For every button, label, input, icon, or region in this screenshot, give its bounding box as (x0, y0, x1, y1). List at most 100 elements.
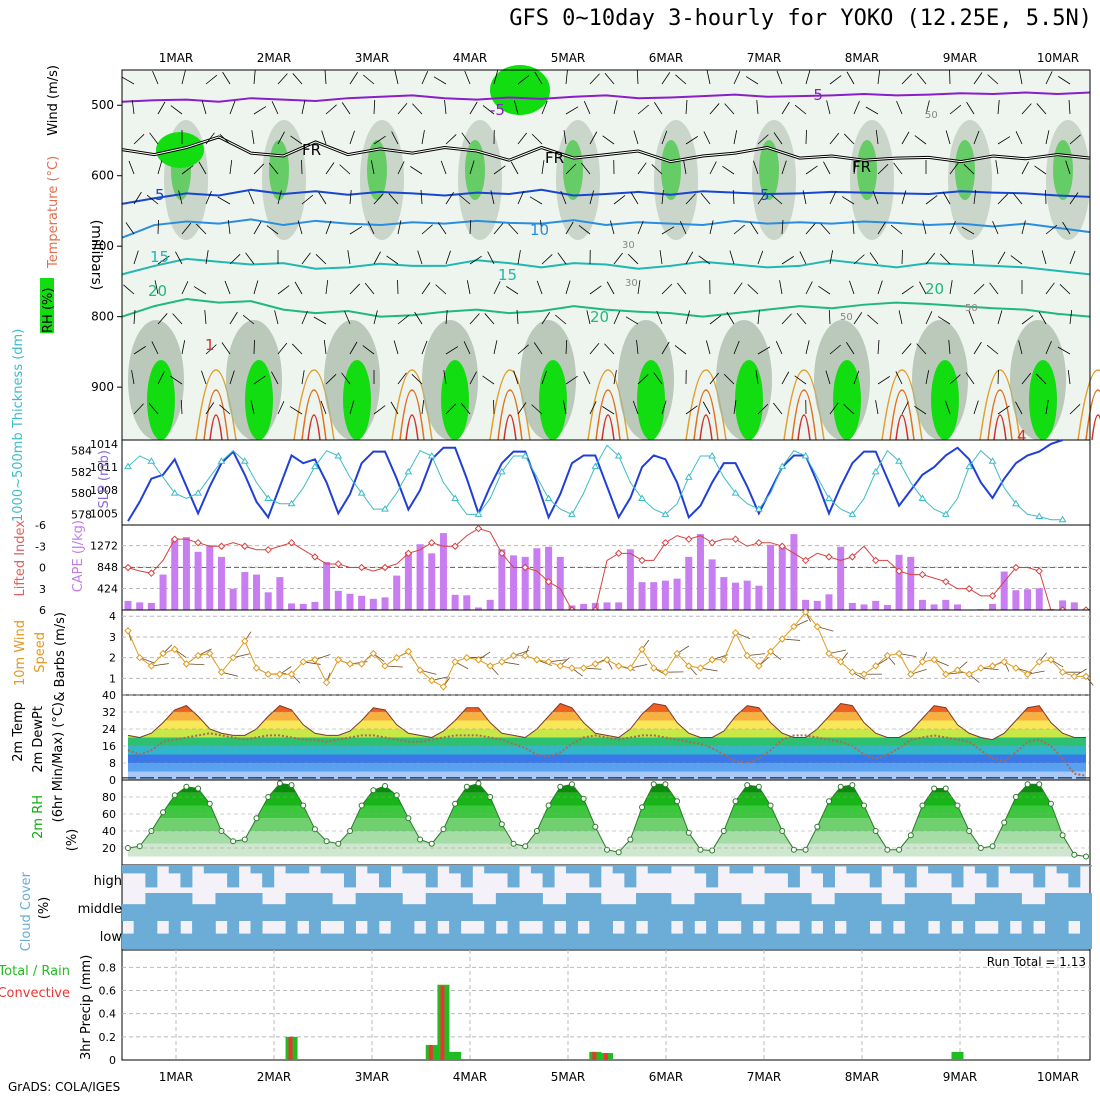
cloud-high (893, 865, 906, 874)
temp-axis-label-3: (6hr Min/Max) (°C) (51, 702, 66, 822)
cape-bar (253, 574, 261, 610)
wind-barb (445, 346, 459, 355)
li-point (965, 585, 973, 593)
wind-barb (674, 345, 687, 355)
rh-point (1047, 800, 1054, 807)
cloud-low (472, 933, 485, 949)
wind-speed-point (1047, 656, 1055, 664)
wind-barb (775, 341, 783, 355)
cape-bar (159, 574, 167, 610)
thickness-point (591, 462, 600, 470)
wind-barb (1045, 400, 1049, 415)
cloud-low (285, 921, 298, 949)
li-point (287, 539, 296, 547)
date-label-bottom: 10MAR (1037, 1070, 1079, 1084)
wind-barb (698, 255, 711, 265)
wind-barb (705, 340, 711, 355)
wind-barb (517, 402, 527, 415)
li-point (685, 535, 693, 543)
wind-speed-point (346, 660, 354, 668)
cloud-low (1009, 933, 1022, 949)
cloud-middle (484, 904, 497, 921)
date-label-bottom: 3MAR (355, 1070, 390, 1084)
wind-barb (987, 74, 999, 85)
cloud-high (834, 865, 847, 867)
thickness-point (194, 489, 202, 496)
wind-barb (973, 72, 983, 85)
precip-conv-bar (428, 1044, 433, 1060)
wind-barb (227, 220, 231, 235)
rh-point (989, 843, 996, 850)
wind-barb (565, 375, 578, 385)
cloud-low (122, 933, 134, 949)
cloud-low (145, 921, 158, 949)
cape-bar (918, 599, 926, 610)
contour-label: FR (545, 149, 564, 167)
cloud-low (565, 921, 578, 949)
thickness-tick-label: 578 (71, 508, 92, 521)
rh-point (405, 815, 412, 822)
cloud-high (507, 865, 520, 888)
wind-barb (781, 371, 790, 385)
cloud-middle (192, 904, 205, 921)
cape-bar (136, 602, 144, 610)
wind-barb (133, 191, 142, 205)
rh-point (522, 843, 529, 850)
rh-axis-unit: (%) (65, 829, 80, 852)
cloud-high (332, 865, 345, 874)
cloud-middle (764, 893, 777, 921)
wind-barb (581, 162, 591, 175)
cloud-middle (998, 893, 1011, 921)
wind-barb (843, 404, 855, 415)
cloud-middle (215, 893, 228, 921)
wind-barb (637, 280, 641, 295)
cape-bar (767, 544, 775, 610)
wind-barb (390, 401, 399, 415)
warm-contour (699, 414, 713, 441)
wind-barb (224, 280, 231, 295)
cloud-high (565, 865, 578, 874)
rh-mid-blob (465, 140, 485, 200)
wind-speed-point (930, 656, 938, 664)
wind-barb (229, 370, 235, 385)
wind-barb (562, 400, 567, 415)
thickness-point (357, 489, 366, 496)
rh-point (230, 838, 237, 845)
wind-tick-label: 4 (109, 610, 116, 623)
wind-barb (637, 162, 647, 175)
cloud-low (706, 921, 719, 949)
wind-barb (517, 250, 521, 265)
wind-barb (637, 374, 649, 385)
cloud-low (858, 921, 871, 949)
cape-bar (182, 537, 190, 610)
wind-barb (205, 402, 215, 415)
wind-barb (493, 223, 504, 235)
cloud-high (460, 865, 473, 888)
rh-point (160, 809, 167, 816)
wind-speed-point (743, 651, 751, 660)
wind-barb (753, 160, 759, 175)
cape-bar (311, 601, 319, 610)
cape-bar (626, 549, 634, 610)
cloud-middle (963, 904, 976, 921)
cloud-high (273, 865, 286, 867)
wind-barb (1021, 161, 1029, 175)
rh-point (697, 846, 704, 853)
wind-barb (632, 400, 639, 415)
wind-barb (411, 373, 423, 385)
cloud-high (776, 865, 789, 874)
cloud-high (414, 865, 427, 874)
wind-barb (757, 250, 764, 265)
rh-point (861, 802, 868, 809)
wind-barb (781, 160, 787, 175)
wind-barb (565, 339, 568, 355)
wind-speed-point (439, 682, 448, 691)
cape-bar (603, 602, 611, 610)
wind-barb (324, 70, 327, 85)
wind-barb (444, 100, 447, 115)
wind-barb (877, 163, 889, 175)
rh-point (896, 846, 903, 853)
cape-bar (638, 582, 646, 610)
cape-bar (802, 599, 810, 610)
thickness-point (427, 451, 436, 459)
